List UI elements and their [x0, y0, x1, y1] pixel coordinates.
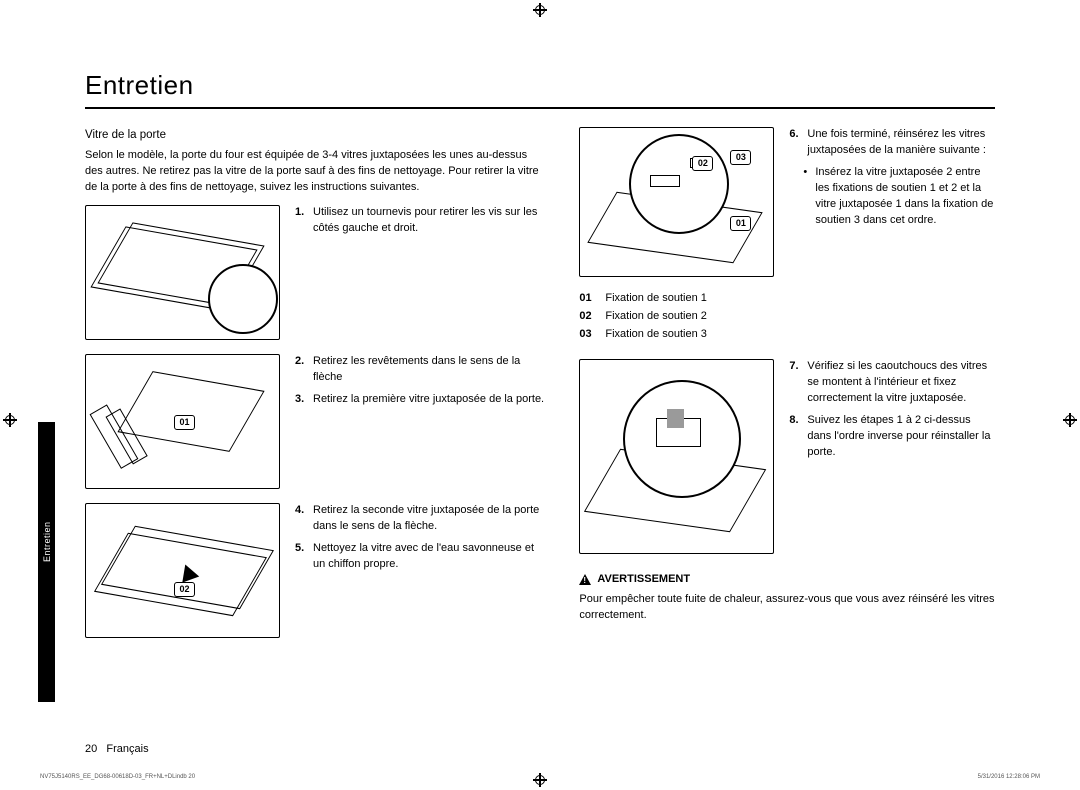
legend-num: 02 [579, 309, 599, 325]
right-column: 01 02 03 6. Une fois terminé, réinsérez … [579, 127, 995, 652]
step-number: 2. [295, 354, 309, 386]
illustration-step1 [85, 205, 280, 340]
subheading: Vitre de la porte [85, 127, 544, 144]
side-tab-label: Entretien [42, 521, 52, 562]
callout-badge: 01 [174, 415, 195, 430]
step-bullet: Insérez la vitre juxtaposée 2 entre les … [815, 165, 995, 229]
callout-badge: 02 [692, 156, 713, 171]
legend-num: 03 [579, 327, 599, 343]
intro-paragraph: Selon le modèle, la porte du four est éq… [85, 148, 544, 196]
legend-text: Fixation de soutien 3 [605, 327, 707, 343]
step-block: 02 4. Retirez la seconde vitre juxtaposé… [85, 503, 544, 638]
illustration-step3: 02 [85, 503, 280, 638]
title-rule [85, 107, 995, 109]
step-number: 4. [295, 503, 309, 535]
illustration-fixations: 01 02 03 [579, 127, 774, 277]
callout-badge: 02 [174, 582, 195, 597]
step-body: Retirez les revêtements dans le sens de … [313, 354, 544, 386]
step-number: 8. [789, 413, 803, 461]
step-body: Vérifiez si les caoutchoucs des vitres s… [807, 359, 995, 407]
step-text: 1. Utilisez un tournevis pour retirer le… [295, 205, 544, 243]
page-footer: 20 Français [85, 743, 149, 755]
step-text: 2. Retirez les revêtements dans le sens … [295, 354, 544, 414]
legend-text: Fixation de soutien 1 [605, 291, 707, 307]
step-body: Retirez la seconde vitre juxtaposée de l… [313, 503, 544, 535]
step-body: Suivez les étapes 1 à 2 ci-dessus dans l… [807, 413, 995, 461]
print-timestamp: 5/31/2016 12:28:06 PM [978, 774, 1040, 780]
step-body: Une fois terminé, réinsérez les vitres j… [807, 127, 995, 159]
step-number: 3. [295, 392, 309, 408]
crop-mark-icon [3, 413, 17, 427]
illustration-rubber-check [579, 359, 774, 554]
step-body: Utilisez un tournevis pour retirer les v… [313, 205, 544, 237]
crop-mark-icon [533, 773, 547, 787]
crop-mark-icon [1063, 413, 1077, 427]
step-body: Nettoyez la vitre avec de l'eau savonneu… [313, 541, 544, 573]
print-job-id: NV75J5140RS_EE_DG68-00618D-03_FR+NL+DLin… [40, 774, 195, 780]
callout-badge: 01 [730, 216, 751, 231]
step-block: 7. Vérifiez si les caoutchoucs des vitre… [579, 359, 995, 554]
legend-text: Fixation de soutien 2 [605, 309, 707, 325]
warning-body: Pour empêcher toute fuite de chaleur, as… [579, 592, 995, 624]
illustration-step2: 01 [85, 354, 280, 489]
step-block: 1. Utilisez un tournevis pour retirer le… [85, 205, 544, 340]
warning-heading: AVERTISSEMENT [579, 572, 995, 588]
page-title: Entretien [85, 70, 995, 101]
step-block: 01 02 03 6. Une fois terminé, réinsérez … [579, 127, 995, 277]
crop-mark-icon [533, 3, 547, 17]
step-number: 5. [295, 541, 309, 573]
step-body: Retirez la première vitre juxtaposée de … [313, 392, 544, 408]
two-column-layout: Vitre de la porte Selon le modèle, la po… [85, 127, 995, 652]
left-column: Vitre de la porte Selon le modèle, la po… [85, 127, 544, 652]
step-number: 6. [789, 127, 803, 159]
step-number: 1. [295, 205, 309, 237]
step-text: 7. Vérifiez si les caoutchoucs des vitre… [789, 359, 995, 467]
page-content: Entretien Vitre de la porte Selon le mod… [85, 70, 995, 652]
step-text: 6. Une fois terminé, réinsérez les vitre… [789, 127, 995, 235]
step-number: 7. [789, 359, 803, 407]
step-text: 4. Retirez la seconde vitre juxtaposée d… [295, 503, 544, 579]
page-number: 20 [85, 743, 97, 755]
callout-badge: 03 [730, 150, 751, 165]
callout-legend: 01 Fixation de soutien 1 02 Fixation de so… [579, 291, 995, 343]
warning-icon [579, 574, 591, 585]
legend-num: 01 [579, 291, 599, 307]
page-language: Français [106, 743, 148, 755]
warning-label: AVERTISSEMENT [597, 572, 690, 588]
section-side-tab: Entretien [38, 422, 55, 702]
step-block: 01 2. Retirez les revêtements dans le se… [85, 354, 544, 489]
